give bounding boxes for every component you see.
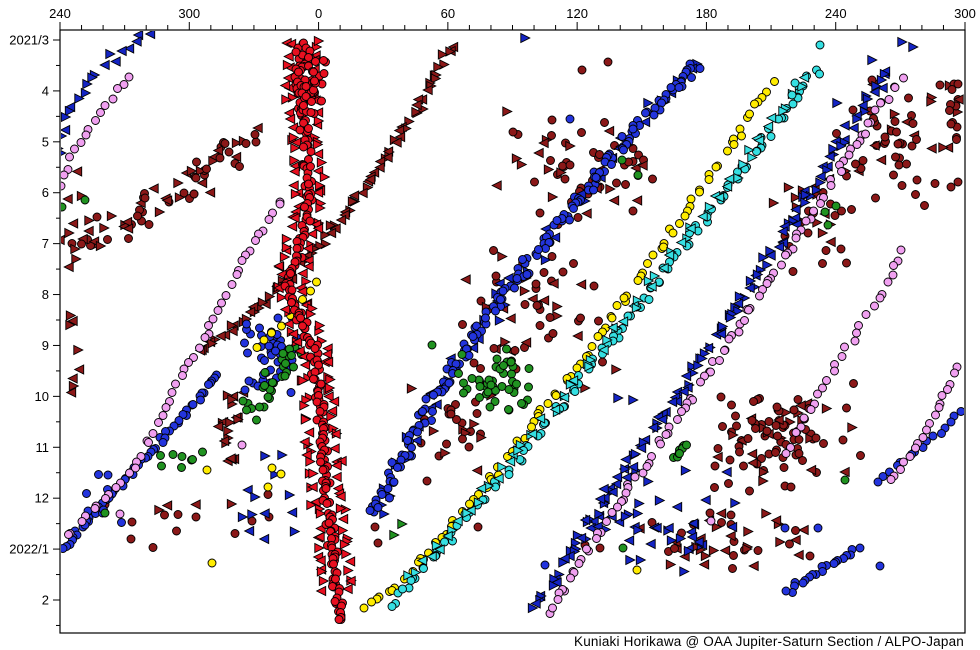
x-axis-top: 240 300 0 60 120 180 240 300	[49, 6, 976, 30]
series-green-triangle-singles	[389, 518, 408, 541]
series-grs-red-left-triangles	[273, 37, 330, 597]
series-violet-left-track	[64, 197, 285, 539]
series-maroon-zigzag-band	[194, 41, 459, 356]
series-green-cluster-small-right	[669, 440, 691, 462]
series-maroon-left-edge-column	[62, 166, 88, 398]
y-tick-label: 9	[42, 338, 49, 353]
series-violet-right-mid-track	[781, 245, 906, 458]
chart-caption: Kuniaki Horikawa @ OAA Jupiter-Saturn Se…	[574, 634, 964, 649]
x-tick-label: 120	[566, 6, 588, 21]
series-maroon-mid-lower-field	[447, 246, 622, 394]
series-green-cluster-mid	[454, 344, 534, 415]
series-cyan-track-triangles	[403, 72, 810, 581]
series-violet-right-edge-track	[886, 362, 962, 484]
series-maroon-right-upper-field	[832, 79, 963, 210]
y-tick-label: 12	[35, 491, 49, 506]
y-tick-label: 7	[42, 236, 49, 251]
series-grs-red-top-blob	[291, 46, 330, 133]
series-navy-singles	[520, 32, 919, 406]
series-violet-long-right-track	[545, 73, 908, 618]
series-navy-bottom-mid-field	[575, 461, 741, 577]
series-maroon-upper-left-field	[61, 122, 263, 265]
y-tick-label: 5	[42, 134, 49, 149]
series-maroon-bottom-right-dense	[710, 379, 865, 496]
x-tick-label: 240	[825, 6, 847, 21]
y-tick-label: 2	[42, 592, 49, 607]
series-grs-red-right-triangles	[295, 35, 357, 595]
x-tick-label: 60	[441, 6, 455, 21]
series-navy-topleft-chain	[61, 31, 156, 156]
y-axis-left: 2021/3 4 5 6 7 8 9 10 11 12 2022/1 2	[9, 33, 60, 626]
series-cyan-singles	[787, 40, 825, 100]
series-blue-bottom-right-chain	[781, 543, 865, 597]
series-maroon-bottom-left-sparse	[100, 490, 274, 552]
x-tick-label: 300	[954, 6, 976, 21]
series-navy-bottom-left-field	[237, 449, 301, 545]
y-tick-label: 2021/3	[9, 33, 49, 48]
series-maroon-column-232	[212, 387, 249, 467]
x-tick-label: 300	[178, 6, 200, 21]
series-maroon-bottom-right-rain	[634, 508, 815, 573]
plot-border	[59, 29, 966, 634]
series-green-singles	[61, 155, 850, 553]
series-blue-singles	[540, 114, 885, 571]
x-tick-label: 0	[315, 6, 322, 21]
y-tick-label: 10	[35, 389, 49, 404]
series-grs-red-band	[280, 38, 347, 624]
series-blue-main-band	[365, 59, 705, 517]
series-violet-topleft-track	[61, 72, 134, 191]
x-tick-label: 180	[696, 6, 718, 21]
data-points-layer	[61, 31, 964, 624]
series-green-cluster-small-left	[156, 447, 207, 472]
series-yellow-singles	[202, 463, 642, 575]
y-tick-label: 4	[42, 83, 49, 98]
series-yellow-main-track	[359, 77, 779, 613]
y-tick-label: 6	[42, 185, 49, 200]
series-navy-right-zigzag-band	[527, 66, 891, 614]
series-maroon-right-mid-field	[768, 173, 856, 276]
y-tick-label: 11	[36, 440, 50, 455]
series-blue-bottom-left-spray	[80, 470, 126, 530]
y-tick-label: 8	[42, 287, 49, 302]
y-tick-label: 2022/1	[9, 542, 49, 557]
series-maroon-right-edge-column	[944, 79, 964, 144]
x-tick-label: 240	[49, 6, 71, 21]
series-violet-singles	[115, 440, 716, 526]
